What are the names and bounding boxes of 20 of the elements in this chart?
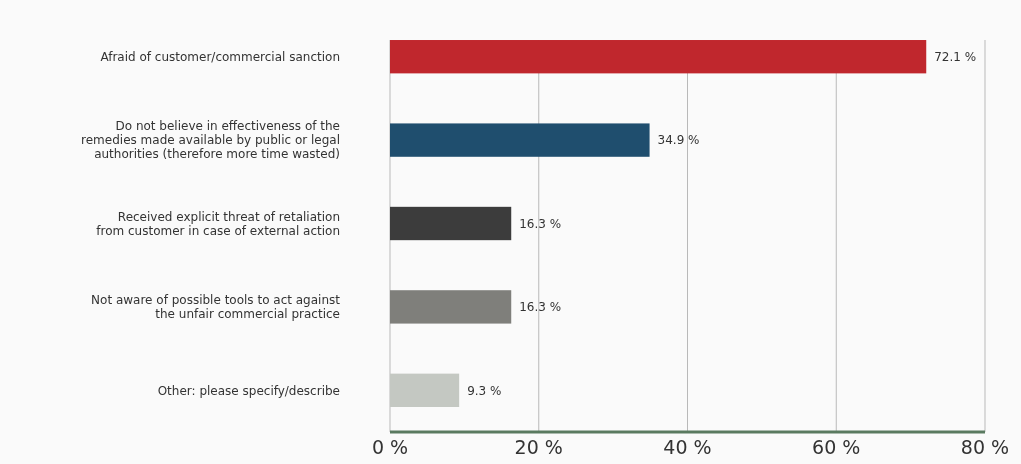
y-tick-label: Received explicit threat of retaliation from customer in case of external action [96,209,340,238]
data-label: 16.3 % [519,300,562,315]
data-label: 72.1 % [934,49,977,64]
y-tick-label: Do not believe in effectiveness of the remedies made available by public or legal authorities (therefore more time wasted) [81,119,340,162]
x-tick-label: 60 % [812,436,861,458]
y-tick-label: Other: please specify/describe [157,383,340,398]
data-label: 9.3 % [467,383,502,398]
x-tick-label: 20 % [514,436,563,458]
bar [390,40,927,74]
bar [390,206,512,241]
y-tick-label: Afraid of customer/commercial sanction [100,49,340,64]
bar [390,373,460,407]
y-tick-label: Not aware of possible tools to act against the unfair commercial practice [91,293,341,322]
data-label: 16.3 % [519,216,562,231]
x-tick-label: 0 % [371,436,409,458]
x-tick-label: 80 % [960,436,1010,458]
data-label: 34.9 % [657,133,700,148]
bar [390,290,512,324]
bar [390,123,650,157]
x-tick-label: 40 % [663,436,712,458]
